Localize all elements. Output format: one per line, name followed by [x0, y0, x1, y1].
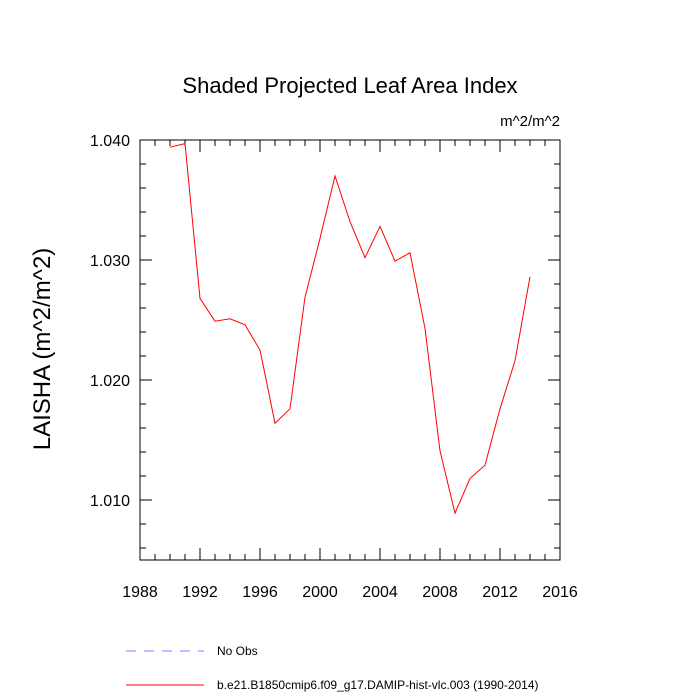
y-axis-label: LAISHA (m^2/m^2) — [29, 248, 56, 451]
data-point — [199, 297, 202, 300]
data-point — [319, 237, 322, 240]
data-point — [499, 407, 502, 410]
data-point — [259, 349, 262, 352]
data-point — [244, 323, 247, 326]
data-point — [424, 327, 427, 330]
legend-label-1: b.e21.B1850cmip6.f09_g17.DAMIP-hist-vlc.… — [217, 678, 539, 692]
y-tick-label: 1.020 — [90, 373, 130, 390]
x-tick-label: 1996 — [242, 584, 278, 601]
data-point — [169, 146, 172, 149]
data-point — [364, 256, 367, 259]
data-point — [349, 220, 352, 223]
x-axis: 1988 1992 1996 2000 2004 2008 2012 2016 — [122, 140, 578, 601]
x-tick-label: 1992 — [182, 584, 218, 601]
data-point — [229, 317, 232, 320]
chart-title: Shaded Projected Leaf Area Index — [182, 73, 517, 98]
data-point — [184, 142, 187, 145]
data-point — [439, 449, 442, 452]
data-point — [334, 175, 337, 178]
data-point — [274, 422, 277, 425]
x-tick-label: 2008 — [422, 584, 458, 601]
data-point — [484, 464, 487, 467]
x-tick-label: 2012 — [482, 584, 518, 601]
y-tick-label: 1.040 — [90, 133, 130, 150]
x-tick-label: 2016 — [542, 584, 578, 601]
x-tick-label: 2004 — [362, 584, 398, 601]
data-point — [304, 296, 307, 299]
y-axis: 1.010 1.020 1.030 1.040 — [90, 133, 560, 549]
data-point — [409, 251, 412, 254]
legend: No Obs b.e21.B1850cmip6.f09_g17.DAMIP-his… — [126, 644, 539, 692]
y-tick-label: 1.030 — [90, 253, 130, 270]
plot-frame — [139, 139, 561, 561]
x-tick-label: 1988 — [122, 584, 158, 601]
data-point — [289, 407, 292, 410]
data-point — [529, 275, 532, 278]
x-tick-label: 2000 — [302, 584, 338, 601]
units-label: m^2/m^2 — [500, 113, 560, 130]
data-point — [469, 477, 472, 480]
legend-label-0: No Obs — [217, 644, 258, 658]
series-group — [169, 142, 532, 515]
y-tick-label: 1.010 — [90, 493, 130, 510]
data-point — [394, 260, 397, 263]
data-point — [454, 512, 457, 515]
data-point — [214, 320, 217, 323]
data-point — [379, 225, 382, 228]
series-line-0 — [169, 142, 531, 515]
data-point — [514, 359, 517, 362]
